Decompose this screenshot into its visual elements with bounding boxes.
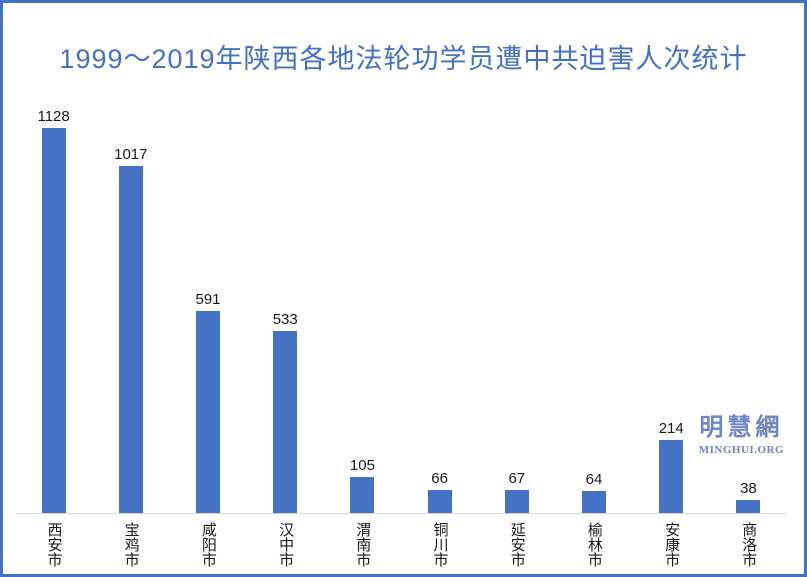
x-axis-tick: 咸阳市 (169, 514, 246, 567)
x-axis-tick: 延安市 (478, 514, 555, 567)
x-axis-tick: 渭南市 (324, 514, 401, 567)
bar-column: 533 (247, 103, 324, 513)
x-axis-tick: 铜川市 (401, 514, 478, 567)
bar (350, 477, 375, 513)
minghui-watermark: 明慧網 MINGHUI.ORG (699, 414, 784, 456)
bar (196, 311, 220, 513)
bar-value-label: 214 (658, 419, 684, 437)
x-axis-tick: 宝鸡市 (92, 514, 169, 567)
x-axis-tick: 商洛市 (710, 514, 787, 567)
bar-value-label: 67 (508, 469, 526, 487)
x-axis-label: 安康市 (663, 522, 681, 567)
bar-column: 38 (710, 103, 787, 513)
bar-value-label: 1128 (37, 107, 70, 125)
x-axis-label: 铜川市 (431, 522, 449, 567)
minghui-logo-chinese: 明慧網 (699, 414, 784, 441)
x-axis-label: 商洛市 (740, 522, 758, 567)
x-axis-label: 宝鸡市 (122, 522, 140, 567)
bar (582, 491, 607, 513)
bar-value-label: 64 (585, 470, 603, 488)
bar-value-label: 38 (740, 479, 757, 497)
bar-column: 64 (555, 103, 632, 513)
bar-column: 1128 (15, 103, 92, 513)
bar-column: 591 (169, 103, 246, 513)
bar-value-label: 105 (349, 456, 375, 474)
bar (736, 500, 761, 513)
bar-column: 66 (401, 103, 478, 513)
bar-value-label: 66 (431, 469, 448, 487)
bar (41, 128, 66, 513)
x-axis-label: 西安市 (45, 522, 63, 567)
bar-value-label: 591 (195, 290, 221, 308)
bar-value-label: 533 (272, 310, 298, 328)
x-axis-label: 榆林市 (585, 522, 603, 567)
x-axis-tick: 安康市 (633, 514, 710, 567)
bar (118, 166, 143, 513)
bar-column: 214 (633, 103, 710, 513)
bar (504, 490, 529, 513)
x-axis-label: 渭南市 (354, 522, 372, 567)
x-axis-tick: 西安市 (15, 514, 92, 567)
x-axis-label: 延安市 (508, 522, 526, 567)
x-axis-tick: 榆林市 (555, 514, 632, 567)
plot-area: 1128 1017 591 533 105 66 67 64 214 38 (15, 103, 787, 514)
bar-value-label: 1017 (114, 145, 148, 163)
bar-column: 1017 (92, 103, 169, 513)
bar (659, 440, 684, 513)
bar (427, 490, 452, 513)
bar (273, 331, 298, 513)
chart-title: 1999～2019年陕西各地法轮功学员遭中共迫害人次统计 (59, 44, 748, 74)
bar-column: 105 (324, 103, 401, 513)
x-axis-tick: 汉中市 (247, 514, 324, 567)
x-axis-label: 汉中市 (277, 522, 295, 567)
bar-column: 67 (478, 103, 555, 513)
minghui-logo-url: MINGHUI.ORG (698, 443, 784, 456)
x-axis-label: 咸阳市 (199, 522, 217, 567)
x-axis: 西安市 宝鸡市 咸阳市 汉中市 渭南市 铜川市 延安市 榆林市 安康市 商洛市 (15, 514, 787, 567)
